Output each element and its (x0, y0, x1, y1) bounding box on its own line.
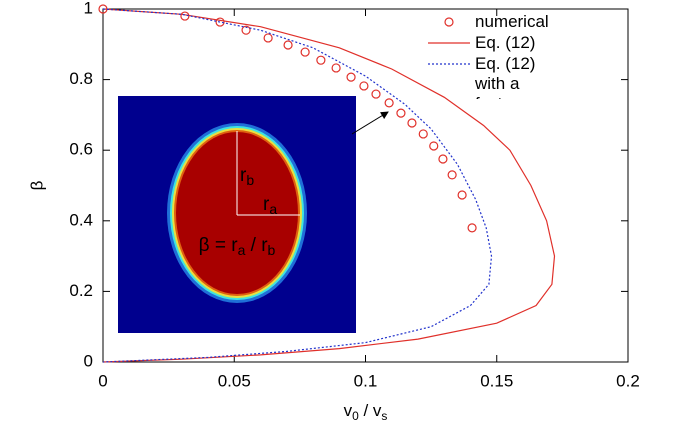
x-tick-label: 0 (98, 371, 107, 390)
legend-marker (444, 17, 454, 27)
x-tick-label: 0.2 (616, 371, 640, 390)
data-point (457, 190, 467, 200)
y-axis-label: β (27, 180, 46, 190)
data-point (429, 141, 439, 151)
x-axis-label-part: v (344, 401, 353, 420)
x-axis-label-part: 0 (352, 409, 359, 423)
inset-label-part: / r (245, 235, 268, 256)
x-tick-label: 0.05 (218, 371, 251, 390)
legend-entry: numerical (475, 12, 549, 31)
inset-label-part: r (240, 165, 247, 186)
data-line (102, 8, 556, 363)
data-point (371, 89, 381, 99)
legend-label: Eq. (12) (475, 33, 536, 52)
data-point (215, 17, 225, 27)
x-tick-label: 0.15 (480, 371, 513, 390)
inset-label: rb (240, 165, 254, 188)
inset-label: ra (263, 194, 277, 217)
inset-label-part: a (238, 242, 246, 258)
y-tick-label: 0 (84, 351, 93, 370)
data-point (396, 108, 406, 118)
x-axis-label: v0 / vs (344, 401, 388, 423)
data-point (241, 25, 251, 35)
legend-label: numerical (475, 12, 549, 31)
data-point (438, 154, 448, 164)
data-point (447, 170, 457, 180)
data-point (316, 55, 326, 65)
inset-label: β = ra / rb (199, 235, 276, 258)
data-line (102, 8, 493, 363)
inset-label-part: b (268, 242, 276, 258)
x-axis-label-part: s (381, 409, 387, 423)
data-point (300, 47, 310, 57)
data-point (359, 81, 369, 91)
y-tick-label: 1 (84, 0, 93, 17)
x-axis-label-part: / v (359, 401, 382, 420)
data-point (331, 63, 341, 73)
inset-label-part: β = r (199, 235, 239, 256)
arrow (351, 111, 389, 135)
y-tick-label: 0.6 (69, 140, 93, 159)
inset-image (118, 96, 356, 333)
data-point (407, 118, 417, 128)
data-point (467, 223, 477, 233)
legend-label: Eq. (12) with a factor (475, 54, 536, 99)
y-tick-label: 0.2 (69, 281, 93, 300)
data-point (180, 11, 190, 21)
data-point (346, 72, 356, 82)
y-tick-label: 0.8 (69, 69, 93, 88)
inset-label-part: r (263, 194, 270, 215)
data-point (283, 40, 293, 50)
inset-label-part: a (269, 201, 277, 217)
y-tick-label: 0.4 (69, 210, 93, 229)
data-point (263, 33, 273, 43)
legend-entry: Eq. (12) (475, 33, 536, 52)
inset-label-part: b (246, 172, 254, 188)
data-point (418, 129, 428, 139)
data-point (384, 98, 394, 108)
legend-entry: Eq. (12) with a factor (475, 54, 536, 99)
x-tick-label: 0.1 (354, 371, 378, 390)
